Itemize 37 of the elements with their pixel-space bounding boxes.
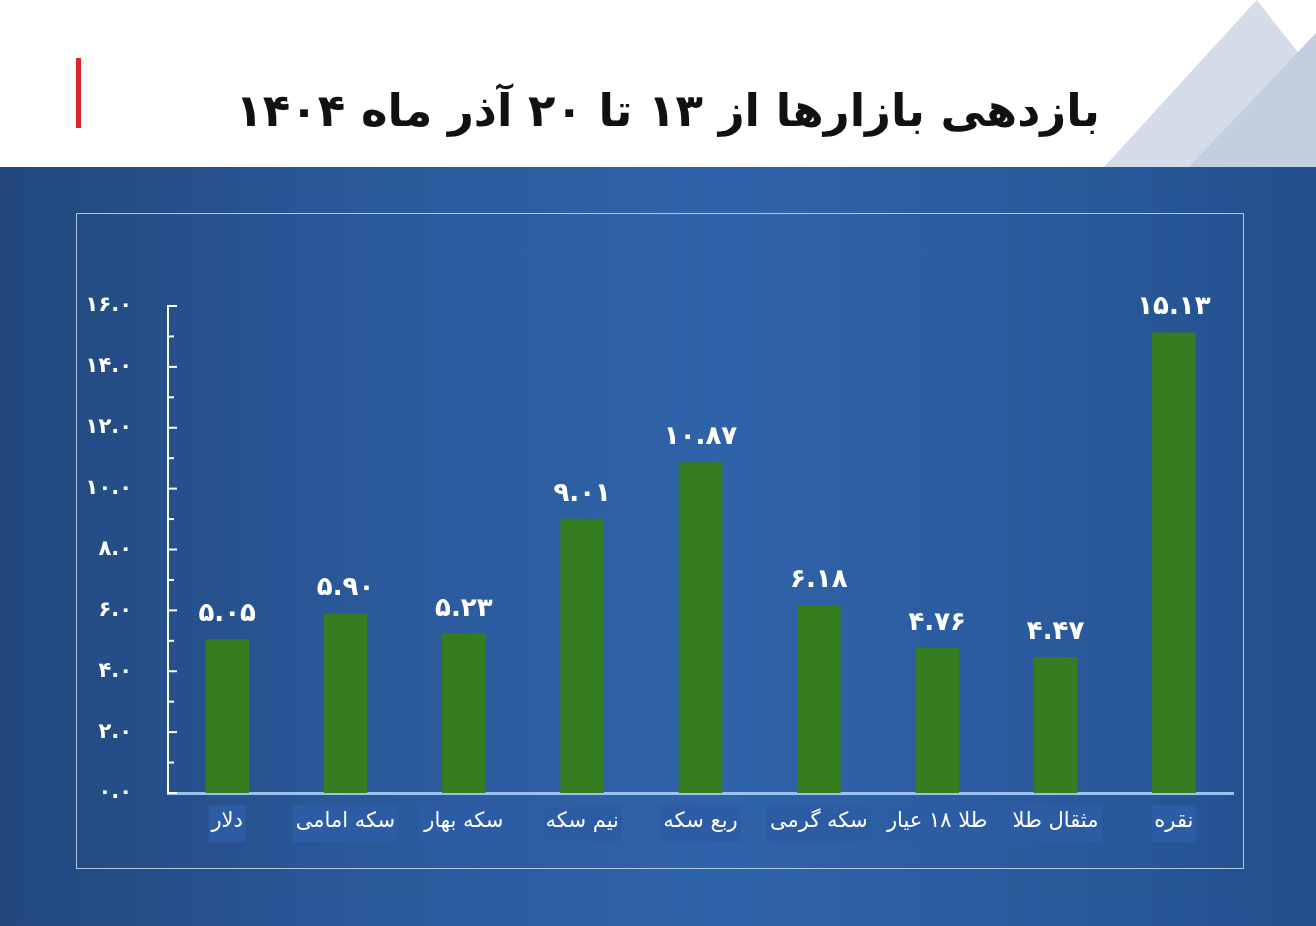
bar xyxy=(1033,656,1078,793)
bar xyxy=(205,639,249,793)
x-tick-label: نقره xyxy=(1154,808,1194,833)
data-label: ۴.۴۷ xyxy=(1026,614,1085,645)
x-tick-label: سکه امامی xyxy=(295,808,396,833)
x-tick-label: سکه بهار xyxy=(423,808,504,833)
bar xyxy=(560,518,604,793)
chart-title: بازدهی بازارها از ۱۳ تا ۲۰ آذر ماه ۱۴۰۴ xyxy=(235,84,1100,137)
y-tick-label: ۲.۰ xyxy=(98,718,132,743)
x-tick-label: سکه گرمی xyxy=(770,808,868,833)
y-tick-label: ۱۲.۰ xyxy=(85,414,132,439)
bar xyxy=(442,633,486,793)
y-tick-label: ۱۰.۰ xyxy=(85,475,132,500)
x-tick-label: طلا ۱۸ عیار xyxy=(885,808,988,833)
data-label: ۵.۰۵ xyxy=(198,597,257,628)
data-label: ۵.۲۳ xyxy=(435,591,493,622)
y-tick-label: ۰.۰ xyxy=(98,779,132,804)
y-tick-label: ۸.۰ xyxy=(98,535,132,560)
x-tick-label: ربع سکه xyxy=(663,808,738,833)
x-tick-label: مثقال طلا xyxy=(1012,808,1099,833)
bar xyxy=(1152,332,1196,793)
data-label: ۶.۱۸ xyxy=(790,562,848,593)
bar xyxy=(797,604,841,793)
bar xyxy=(915,648,959,793)
x-tick-label: دلار xyxy=(210,808,243,833)
data-label: ۱۵.۱۳ xyxy=(1137,290,1211,321)
data-label: ۵.۹۰ xyxy=(316,571,375,602)
bar xyxy=(678,462,723,793)
y-tick-label: ۴.۰ xyxy=(98,657,132,682)
y-tick-label: ۶.۰ xyxy=(98,596,132,621)
x-tick-label: نیم سکه xyxy=(545,808,619,834)
data-label: ۱۰.۸۷ xyxy=(663,419,738,450)
bar xyxy=(323,613,368,793)
y-tick-label: ۱۴.۰ xyxy=(85,353,132,378)
data-label: ۴.۷۶ xyxy=(908,605,966,636)
y-tick-label: ۱۶.۰ xyxy=(85,292,132,317)
data-label: ۹.۰۱ xyxy=(553,476,611,507)
